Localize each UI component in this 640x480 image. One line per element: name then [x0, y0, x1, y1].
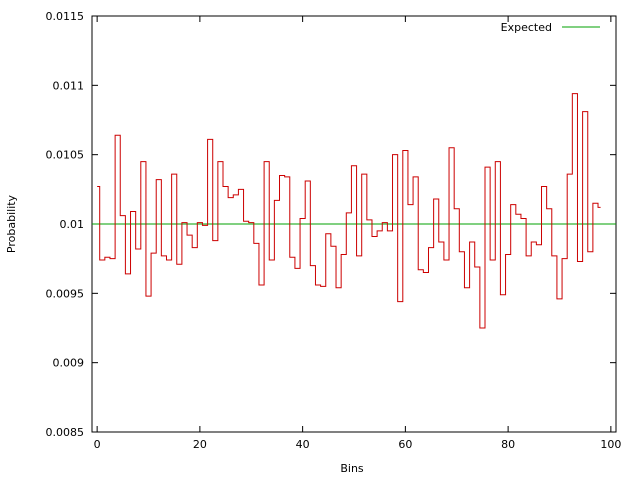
- y-tick-label: 0.0085: [46, 426, 85, 439]
- series-layer: [92, 93, 616, 329]
- y-tick-label: 0.01: [60, 218, 85, 231]
- y-tick-label: 0.0095: [46, 287, 85, 300]
- legend-label-expected: Expected: [501, 21, 552, 34]
- x-tick-label: 80: [501, 438, 515, 451]
- legend: Expected: [501, 21, 600, 34]
- y-tick-label: 0.0105: [46, 149, 85, 162]
- x-tick-label: 100: [600, 438, 621, 451]
- y-tick-label: 0.011: [53, 79, 85, 92]
- x-tick-label: 0: [94, 438, 101, 451]
- x-tick-label: 20: [193, 438, 207, 451]
- y-tick-label: 0.0115: [46, 10, 85, 23]
- x-axis-ticks: 0 20 40 60 80 100: [94, 16, 621, 451]
- x-tick-label: 40: [296, 438, 310, 451]
- x-tick-label: 60: [398, 438, 412, 451]
- y-tick-label: 0.009: [53, 357, 85, 370]
- x-axis-label: Bins: [340, 462, 364, 475]
- histogram-step-line: [97, 93, 601, 329]
- y-axis-label: Probability: [5, 194, 18, 253]
